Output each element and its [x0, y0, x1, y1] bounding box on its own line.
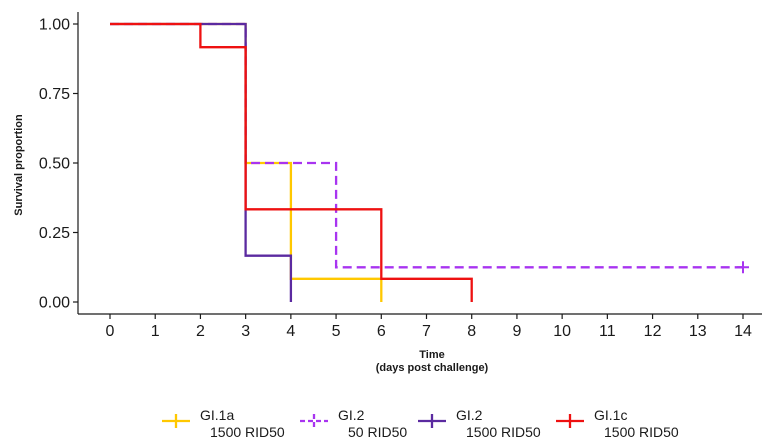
x-tick-label: 5 [332, 323, 341, 340]
x-tick-label: 14 [734, 323, 752, 340]
x-tick-label: 3 [241, 323, 250, 340]
x-tick-label: 10 [553, 323, 571, 340]
legend-sublabel-1: 50 RID50 [348, 424, 407, 440]
x-tick-label: 0 [106, 323, 115, 340]
x-tick-label: 7 [422, 323, 431, 340]
x-tick-label: 4 [286, 323, 295, 340]
x-tick-label: 8 [467, 323, 476, 340]
x-tick-label: 13 [689, 323, 707, 340]
y-axis-title: Survival proportion [13, 114, 25, 216]
legend-label-0: GI.1a [200, 407, 234, 423]
x-axis-title: Time [419, 349, 444, 361]
legend-label-2: GI.2 [456, 407, 483, 423]
y-axis-title-group: Survival proportion [13, 114, 25, 216]
legend-key-1 [300, 414, 328, 428]
legend-label-3: GI.1c [594, 407, 627, 423]
censor-mark [737, 261, 749, 274]
x-tick-label: 12 [644, 323, 662, 340]
legend-key-0 [162, 414, 190, 428]
series-line-1 [110, 22, 743, 269]
x-tick-label: 6 [377, 323, 386, 340]
legend-sublabel-2: 1500 RID50 [466, 424, 541, 440]
x-tick-label: 2 [196, 323, 205, 340]
legend-key-3 [556, 414, 584, 428]
legend-label-1: GI.2 [338, 407, 365, 423]
x-tick-label: 1 [151, 323, 160, 340]
plot-layer: 0.000.250.500.751.000 1 2 3 4 5 6 7 8 9 10 11 12 13 14 [39, 12, 762, 340]
y-tick-label: 0.50 [39, 156, 70, 173]
x-tick-label: 11 [599, 323, 616, 340]
y-tick-label: 0.75 [39, 86, 70, 103]
x-tick-label: 9 [512, 323, 521, 340]
y-tick-label: 1.00 [39, 17, 70, 34]
y-tick-label: 0.25 [39, 225, 70, 242]
series-line-3 [110, 22, 473, 302]
legend-key-2 [418, 414, 446, 428]
legend-sublabel-3: 1500 RID50 [604, 424, 679, 440]
legend-sublabel-0: 1500 RID50 [210, 424, 285, 440]
y-tick-label: 0.00 [39, 295, 70, 312]
x-axis-subtitle: (days post challenge) [376, 362, 489, 374]
